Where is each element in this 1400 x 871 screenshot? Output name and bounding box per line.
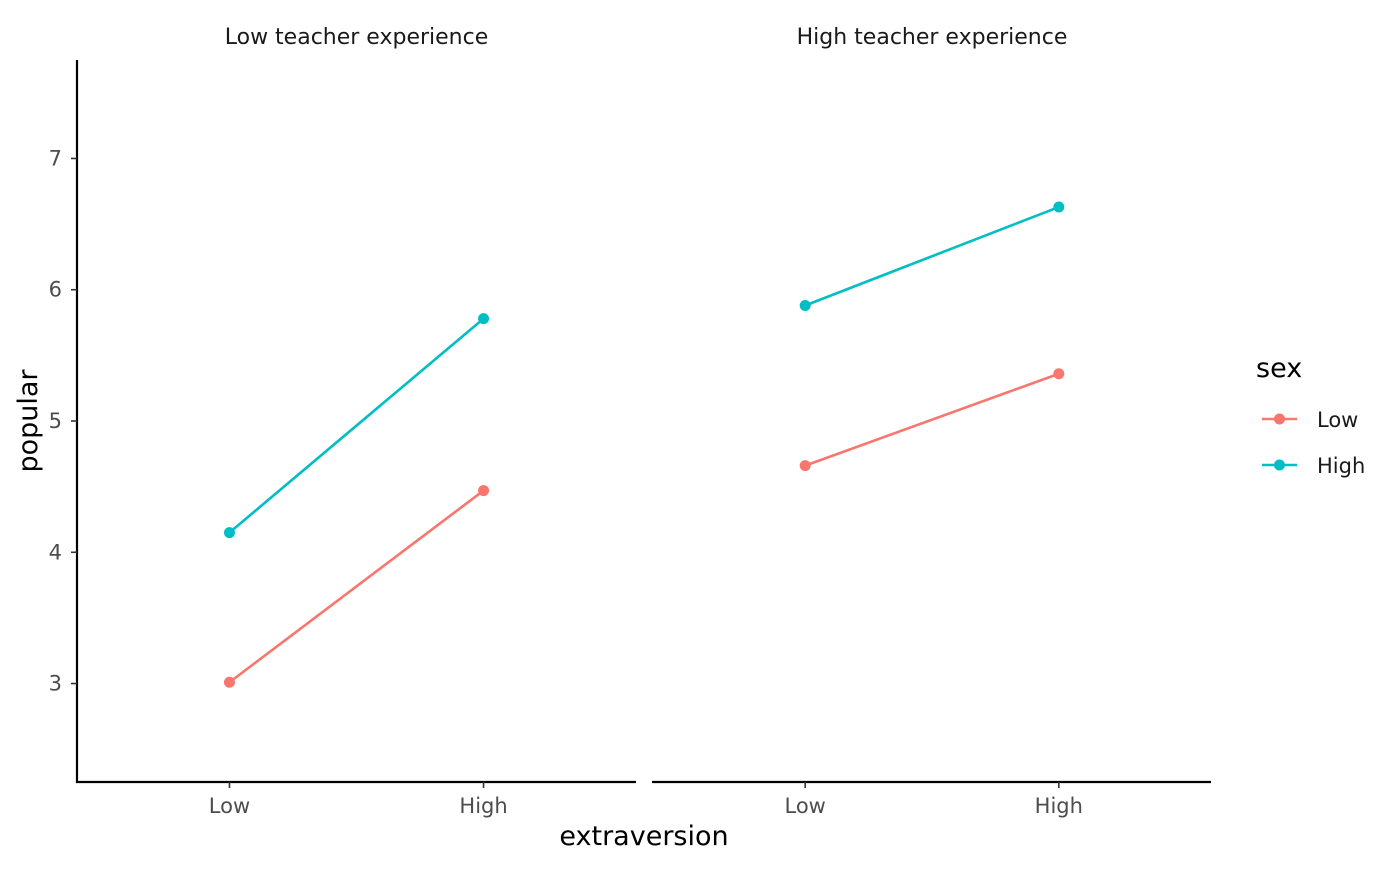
legend-title: sex (1256, 353, 1302, 384)
x-tick-label: Low (785, 794, 826, 818)
facet-panel: High teacher experience Low High (652, 25, 1211, 818)
data-point-low (799, 460, 811, 472)
data-point-low (1053, 368, 1065, 380)
y-tick-label: 3 (49, 672, 62, 696)
facet-panel: Low teacher experience Low High (76, 25, 636, 818)
data-point-high (223, 527, 235, 539)
y-tick-label: 6 (49, 278, 62, 302)
x-tick-label: High (459, 794, 507, 818)
facet-title: High teacher experience (797, 25, 1068, 50)
x-axis-title: extraversion (559, 821, 728, 852)
series-line-low (804, 372, 1060, 467)
legend-key-point (1274, 413, 1285, 425)
data-point-low (478, 485, 490, 497)
y-tick-label: 4 (49, 540, 62, 564)
x-tick-label: High (1035, 794, 1083, 818)
data-point-high (799, 299, 811, 311)
x-tick-label: Low (209, 794, 250, 818)
series-line-high (804, 205, 1060, 307)
data-point-low (223, 676, 235, 688)
series-line-high (228, 317, 485, 534)
y-tick-label: 7 (49, 146, 62, 170)
facet-title: Low teacher experience (225, 25, 489, 50)
legend-label: High (1317, 454, 1365, 478)
legend-key-point (1274, 459, 1285, 471)
data-point-high (1053, 201, 1065, 213)
data-point-high (478, 313, 490, 325)
y-tick-label: 5 (49, 409, 62, 433)
y-axis: 3 4 5 6 7 (49, 60, 79, 783)
series-line-low (228, 489, 485, 684)
legend: sex Low High (1256, 353, 1365, 478)
legend-label: Low (1317, 408, 1358, 432)
y-axis-title: popular (13, 369, 44, 473)
